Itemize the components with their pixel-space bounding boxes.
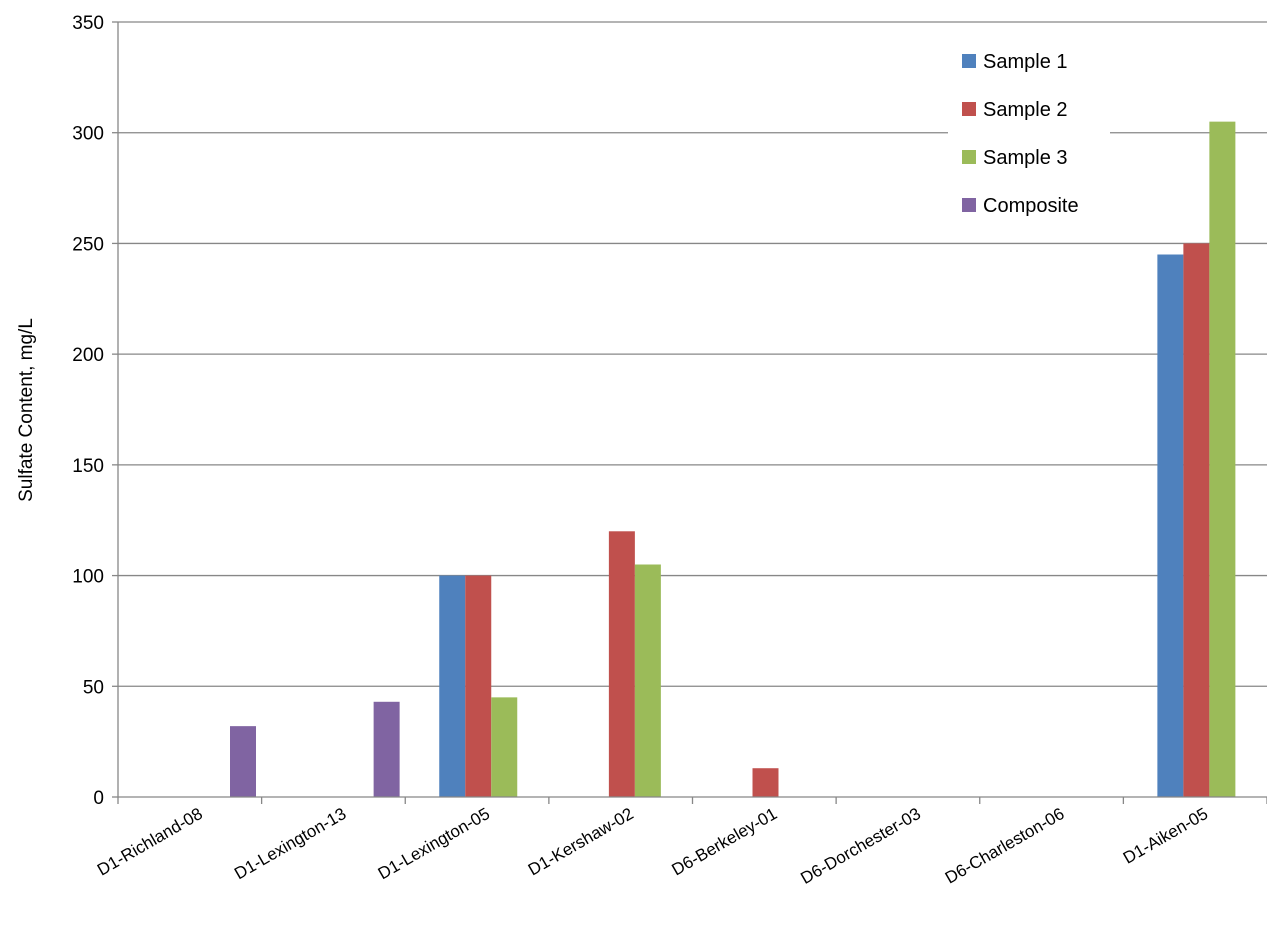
bar-sample-2-d1-kershaw-02 <box>608 531 635 797</box>
bar-composite-d1-richland-08 <box>230 726 256 797</box>
bar-sample-1-d1-lexington-05 <box>439 575 466 797</box>
legend-swatch <box>962 102 976 116</box>
x-category-label: D1-Lexington-05 <box>375 804 493 883</box>
x-category-label: D1-Richland-08 <box>94 804 206 880</box>
bar-sample-1-d1-aiken-05 <box>1157 254 1184 797</box>
bar-sample-2-d1-lexington-05 <box>465 575 492 797</box>
y-tick-label-300: 300 <box>72 124 104 145</box>
y-tick-label-0: 0 <box>93 788 104 809</box>
y-tick-label-150: 150 <box>72 456 104 477</box>
bar-sample-2-d1-aiken-05 <box>1183 243 1210 797</box>
x-category-label: D6-Dorchester-03 <box>797 804 924 888</box>
legend-label: Sample 1 <box>983 51 1068 73</box>
y-tick-label-50: 50 <box>83 677 104 698</box>
legend-label: Sample 3 <box>983 147 1068 169</box>
y-tick-label-250: 250 <box>72 234 104 255</box>
bar-sample-3-d1-aiken-05 <box>1209 121 1236 797</box>
x-category-label: D1-Aiken-05 <box>1120 804 1211 868</box>
legend: Sample 1 Sample 2 Sample 3 Composite <box>948 40 1110 235</box>
y-tick-labels: 0 50 100 150 200 250 300 350 <box>72 13 104 809</box>
gridlines <box>112 21 1267 798</box>
bar-composite-d1-lexington-13 <box>373 701 400 797</box>
legend-swatch <box>962 150 976 164</box>
legend-swatch <box>962 54 976 68</box>
bars <box>230 121 1236 797</box>
legend-label: Sample 2 <box>983 99 1068 121</box>
legend-swatch <box>962 198 976 212</box>
y-tick-label-100: 100 <box>72 567 104 588</box>
y-tick-label-200: 200 <box>72 345 104 366</box>
bar-sample-3-d1-lexington-05 <box>491 697 518 797</box>
legend-label: Composite <box>983 195 1079 217</box>
x-category-labels: D1-Richland-08 D1-Lexington-13 D1-Lexingto… <box>94 804 1211 888</box>
bar-sample-2-d6-berkeley-01 <box>752 768 779 797</box>
y-tick-label-350: 350 <box>72 13 104 34</box>
y-axis-title: Sulfate Content, mg/L <box>16 318 37 502</box>
x-category-label: D6-Berkeley-01 <box>669 804 781 880</box>
x-category-label: D6-Charleston-06 <box>942 804 1068 888</box>
x-category-label: D1-Kershaw-02 <box>525 804 637 880</box>
x-category-label: D1-Lexington-13 <box>231 804 349 883</box>
axes <box>117 22 1267 804</box>
bar-sample-3-d1-kershaw-02 <box>634 564 661 797</box>
